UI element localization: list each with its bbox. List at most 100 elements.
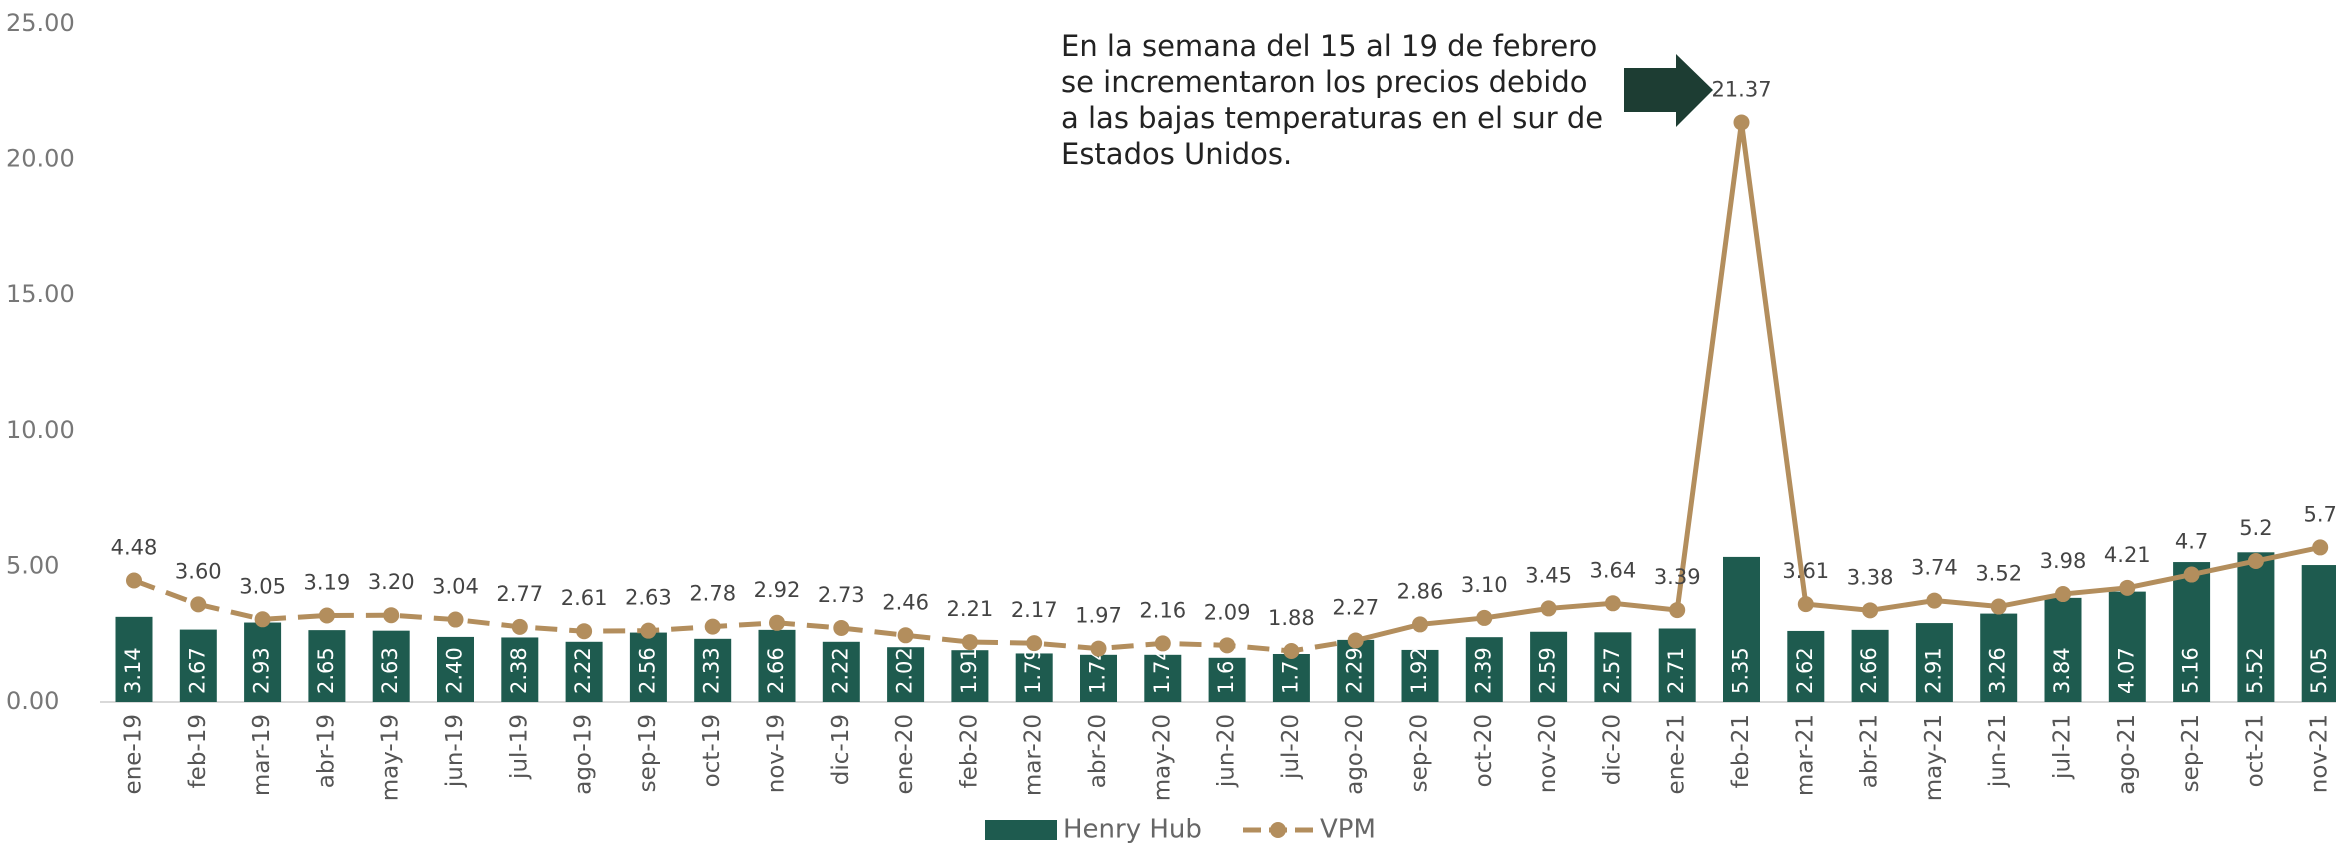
bar-value-label: 2.66 (764, 647, 788, 694)
y-tick-label: 20.00 (6, 145, 75, 173)
y-tick-label: 5.00 (6, 551, 59, 579)
bar-value-label: 5.52 (2243, 647, 2267, 694)
line-value-label: 3.10 (1461, 573, 1508, 597)
line-value-label: 3.19 (304, 570, 351, 594)
line-value-label: 1.97 (1075, 604, 1122, 628)
line-value-label: 4.7 (2175, 530, 2208, 554)
line-marker (1476, 610, 1492, 626)
annotation: se incrementaron los precios debido (1061, 65, 1588, 99)
x-tick-label: feb-19 (185, 714, 211, 788)
line-value-label: 5.7 (2303, 502, 2336, 526)
line-marker (962, 634, 978, 650)
bar-value-label: 2.71 (1664, 647, 1688, 694)
line-value-label: 3.20 (368, 570, 415, 594)
bar-value-label: 1.74 (1150, 647, 1174, 694)
line-value-label: 2.77 (496, 582, 543, 606)
x-tick-label: nov-21 (2307, 714, 2333, 793)
bar-value-label: 3.14 (121, 647, 145, 694)
line-value-label: 3.45 (1525, 563, 1572, 587)
x-tick-label: oct-20 (1471, 714, 1497, 787)
bar-value-label: 2.40 (443, 647, 467, 694)
line-value-label: 2.27 (1332, 595, 1379, 619)
bar-value-label: 3.26 (1986, 647, 2010, 694)
line-marker (1605, 595, 1621, 611)
x-tick-label: abr-19 (313, 714, 339, 788)
bar-value-label: 1.7 (1278, 661, 1302, 694)
x-tick-label: sep-20 (1407, 714, 1433, 792)
x-tick-label: may-21 (1921, 714, 1947, 801)
line-value-label: 3.39 (1654, 565, 1701, 589)
line-value-label: 2.17 (1011, 598, 1058, 622)
x-tick-label: jul-19 (506, 714, 532, 780)
line-value-label: 3.60 (175, 559, 222, 583)
bar-value-label: 2.93 (250, 647, 274, 694)
y-tick-label: 25.00 (6, 9, 75, 37)
x-tick-label: ago-20 (1342, 714, 1368, 795)
x-tick-label: jun-21 (1985, 714, 2011, 788)
line-value-label: 2.73 (818, 583, 865, 607)
bar-value-label: 5.05 (2307, 647, 2331, 694)
legend-label: Henry Hub (1063, 815, 1202, 844)
bar-value-label: 5.35 (1729, 647, 1753, 694)
x-tick-label: may-20 (1149, 714, 1175, 801)
line-marker (1734, 114, 1750, 130)
page: {"chart_data": {"type": "bar-line", "ann… (0, 0, 2336, 844)
line-value-label: 2.61 (561, 586, 608, 610)
line-value-label: 2.86 (1397, 579, 1444, 603)
x-tick-label: ene-20 (892, 714, 918, 794)
x-tick-label: dic-19 (828, 714, 854, 785)
bar-value-label: 2.02 (893, 647, 917, 694)
line-value-label: 3.64 (1590, 558, 1637, 582)
line-marker (2248, 553, 2264, 569)
x-tick-label: feb-20 (956, 714, 982, 788)
bar-value-label: 1.79 (1021, 647, 1045, 694)
bar-value-label: 1.92 (1407, 647, 1431, 694)
line-marker (512, 619, 528, 635)
line-value-label: 3.52 (1975, 562, 2022, 586)
bar-value-label: 5.16 (2179, 647, 2203, 694)
x-tick-label: abr-20 (1085, 714, 1111, 788)
line-marker (1283, 643, 1299, 659)
bar-value-label: 2.56 (635, 647, 659, 694)
line-value-label: 2.21 (947, 597, 994, 621)
line-marker (1348, 632, 1364, 648)
line-marker (1541, 600, 1557, 616)
x-tick-label: abr-21 (1857, 714, 1883, 788)
line-value-label: 2.16 (1139, 598, 1186, 622)
x-tick-label: may-19 (378, 714, 404, 801)
line-marker (2312, 539, 2328, 555)
y-tick-label: 0.00 (6, 687, 59, 715)
line-value-label: 4.48 (111, 536, 158, 560)
line-value-label: 1.88 (1268, 606, 1315, 630)
bar-value-label: 3.84 (2050, 647, 2074, 694)
line-marker (1926, 593, 1942, 609)
x-tick-label: ene-21 (1664, 714, 1690, 794)
line-marker (833, 620, 849, 636)
legend-label: VPM (1320, 815, 1376, 844)
line-value-label: 5.2 (2239, 516, 2272, 540)
x-tick-label: ene-19 (121, 714, 147, 794)
bar-value-label: 2.65 (314, 647, 338, 694)
chart: 0.005.0010.0015.0020.0025.00ene-19feb-19… (0, 0, 2336, 844)
bar-value-label: 1.91 (957, 647, 981, 694)
line-marker (2119, 580, 2135, 596)
x-tick-label: jul-21 (2050, 714, 2076, 780)
line-value-label: 3.04 (432, 575, 479, 599)
x-tick-label: dic-20 (1599, 714, 1625, 785)
x-tick-label: sep-21 (2178, 714, 2204, 792)
line-marker (2055, 586, 2071, 602)
legend-swatch (985, 820, 1057, 840)
line-marker (126, 573, 142, 589)
x-tick-label: mar-21 (1792, 714, 1818, 796)
y-tick-label: 10.00 (6, 416, 75, 444)
bar-value-label: 2.22 (828, 647, 852, 694)
line-marker (898, 627, 914, 643)
line-value-label: 3.05 (239, 574, 286, 598)
line-marker (1412, 616, 1428, 632)
line-marker (1862, 602, 1878, 618)
line-value-label: 2.09 (1204, 600, 1251, 624)
line-value-label: 2.92 (754, 578, 801, 602)
line-marker (319, 607, 335, 623)
line-value-label: 4.21 (2104, 543, 2151, 567)
line-marker (1026, 635, 1042, 651)
